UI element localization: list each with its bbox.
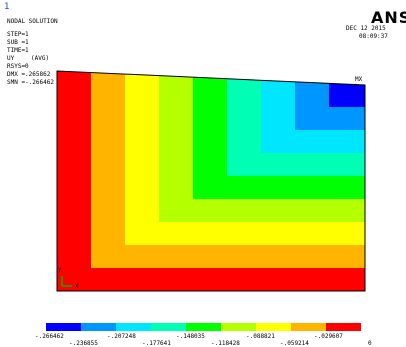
legend-label: -.148035 bbox=[176, 333, 205, 340]
triad bbox=[61, 276, 72, 287]
legend-swatch bbox=[291, 323, 326, 331]
header-time: TIME=1 bbox=[7, 47, 29, 54]
legend-color-bar bbox=[46, 323, 361, 331]
legend-label: -.118428 bbox=[211, 340, 240, 347]
legend-label: -.266462 bbox=[35, 333, 64, 340]
model-boundary bbox=[56, 70, 366, 292]
legend-label: 0 bbox=[368, 340, 372, 347]
legend-label: -.029607 bbox=[314, 333, 343, 340]
mesh-outline bbox=[56, 70, 366, 292]
legend-label: -.177641 bbox=[142, 340, 171, 347]
triad-x-label: X bbox=[75, 283, 79, 290]
legend-label: -.236855 bbox=[69, 340, 98, 347]
timestamp-time: 08:09:37 bbox=[359, 33, 388, 40]
header-uy: UY bbox=[7, 55, 15, 62]
contour-band bbox=[329, 83, 365, 107]
legend-label: -.207248 bbox=[107, 333, 136, 340]
legend-label: -.059214 bbox=[280, 340, 309, 347]
header-title: NODAL SOLUTION bbox=[7, 18, 58, 25]
legend-swatch bbox=[186, 323, 221, 331]
triad-y-label: Y bbox=[58, 267, 62, 274]
legend-swatch bbox=[221, 323, 256, 331]
legend-label: -.088821 bbox=[246, 333, 275, 340]
header-dmx: DMX =.265862 bbox=[7, 71, 51, 78]
legend-swatch bbox=[46, 323, 81, 331]
legend-swatch bbox=[326, 323, 361, 331]
header-step: STEP=1 bbox=[7, 31, 29, 38]
header-rsys: RSYS=0 bbox=[7, 63, 29, 70]
header-avg: (AVG) bbox=[31, 55, 50, 62]
header-sub: SUB =1 bbox=[7, 39, 29, 46]
header-smn: SMN =-.266462 bbox=[7, 79, 54, 86]
mx-marker-label: MX bbox=[355, 76, 363, 83]
contour-bands bbox=[57, 71, 365, 291]
window-number: 1 bbox=[4, 2, 10, 12]
legend-swatch bbox=[151, 323, 186, 331]
timestamp-date: DEC 12 2015 bbox=[346, 25, 386, 32]
legend-swatch bbox=[81, 323, 116, 331]
ansys-logo: ANSY bbox=[371, 8, 406, 27]
legend-swatch bbox=[116, 323, 151, 331]
legend-swatch bbox=[256, 323, 291, 331]
